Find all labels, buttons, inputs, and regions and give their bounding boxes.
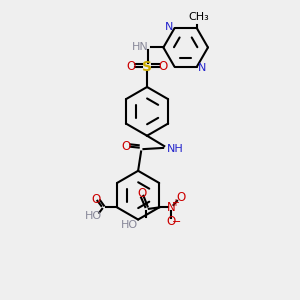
Text: O: O: [91, 193, 100, 206]
Text: CH₃: CH₃: [188, 12, 209, 22]
Text: O: O: [126, 60, 135, 73]
Text: HO: HO: [121, 220, 138, 230]
Text: N: N: [198, 63, 206, 73]
Text: S: S: [142, 60, 152, 74]
Text: O: O: [159, 60, 168, 73]
Text: N: N: [167, 201, 176, 214]
Text: O: O: [176, 191, 185, 204]
Text: +: +: [171, 199, 179, 208]
Text: −: −: [172, 217, 181, 226]
Text: N: N: [165, 22, 173, 32]
Text: HO: HO: [85, 211, 102, 221]
Text: NH: NH: [167, 144, 184, 154]
Text: O: O: [138, 188, 147, 200]
Text: O: O: [167, 215, 176, 228]
Text: HN: HN: [132, 43, 148, 52]
Text: O: O: [122, 140, 131, 153]
